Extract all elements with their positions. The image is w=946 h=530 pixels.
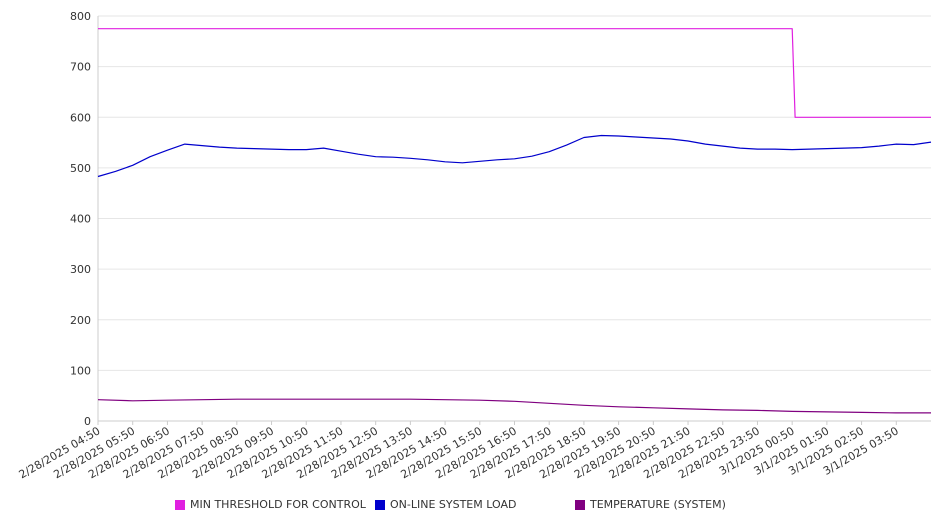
y-tick-label: 0 (84, 415, 91, 428)
legend-label-system-load: ON-LINE SYSTEM LOAD (390, 498, 517, 511)
gridlines (98, 15, 931, 371)
y-tick-label: 200 (70, 314, 91, 327)
legend-label-temperature: TEMPERATURE (SYSTEM) (590, 498, 726, 511)
y-tick-label: 700 (70, 61, 91, 74)
y-tick-label: 100 (70, 364, 91, 377)
y-tick-labels: 0 100 200 300 400 500 600 700 800 (70, 10, 91, 428)
y-tick-label: 500 (70, 162, 91, 175)
y-tick-label: 300 (70, 263, 91, 276)
axes (97, 16, 931, 425)
y-tick-label: 400 (70, 213, 91, 226)
y-tick-label: 600 (70, 111, 91, 124)
chart-legend: MIN THRESHOLD FOR CONTROL ON-LINE SYSTEM… (0, 498, 946, 516)
x-tick-labels: 2/28/2025 04:502/28/2025 05:502/28/2025 … (17, 424, 901, 481)
legend-swatch-system-load (375, 499, 385, 510)
y-tick-label: 800 (70, 10, 91, 23)
series-line-min-threshold-for-control (98, 28, 931, 118)
legend-item-temperature[interactable]: TEMPERATURE (SYSTEM) (575, 498, 726, 511)
legend-item-min-threshold[interactable]: MIN THRESHOLD FOR CONTROL (175, 498, 366, 511)
legend-swatch-temperature (575, 499, 585, 510)
legend-swatch-min-threshold (175, 499, 185, 510)
legend-item-system-load[interactable]: ON-LINE SYSTEM LOAD (375, 498, 516, 511)
series-line-on-line-system-load (97, 134, 932, 178)
series-lines (97, 28, 932, 414)
legend-label-min-threshold: MIN THRESHOLD FOR CONTROL (190, 498, 366, 511)
series-line-temperature-system (97, 398, 931, 414)
